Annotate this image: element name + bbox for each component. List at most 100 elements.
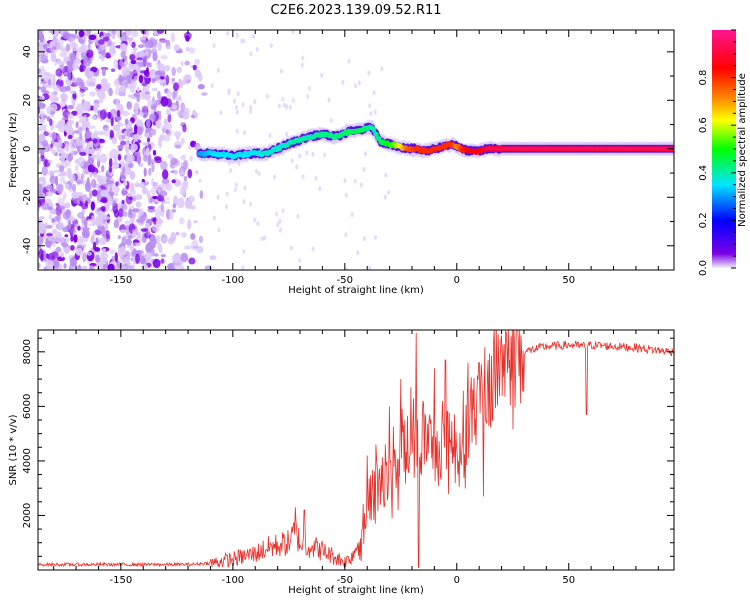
noise-blob (42, 143, 51, 153)
noise-blob (54, 175, 59, 186)
noise-blob (38, 106, 41, 115)
trace-peak (605, 147, 608, 150)
noise-blob (70, 245, 75, 251)
trace-peak (599, 147, 603, 150)
y-tick-label: 6000 (22, 394, 33, 419)
trace-peak (583, 147, 587, 150)
noise-blob (144, 252, 153, 260)
noise-blob (160, 160, 168, 171)
noise-blob (357, 80, 361, 86)
noise-blob (135, 201, 142, 208)
noise-blob (158, 137, 162, 148)
noise-blob (212, 215, 216, 221)
noise-blob (49, 73, 58, 77)
noise-blob (91, 81, 96, 88)
noise-blob (88, 34, 97, 41)
noise-blob (174, 144, 181, 149)
trace-peak (581, 147, 584, 150)
noise-blob (171, 66, 176, 77)
noise-blob (266, 93, 269, 99)
noise-blob (301, 55, 305, 61)
noise-blob (151, 87, 158, 92)
noise-blob (73, 234, 78, 243)
noise-blob (369, 111, 373, 117)
noise-blob (57, 197, 65, 205)
noise-blob (163, 134, 171, 142)
noise-blob (236, 91, 240, 97)
noise-blob (344, 232, 348, 238)
noise-blob (104, 221, 109, 231)
noise-blob (122, 32, 127, 36)
noise-blob (89, 218, 95, 223)
trace-peak (610, 147, 613, 150)
noise-blob (164, 183, 173, 191)
noise-blob (111, 68, 116, 72)
noise-blob (156, 61, 161, 67)
noise-blob (123, 55, 128, 62)
noise-blob (145, 30, 150, 36)
noise-blob (65, 43, 71, 52)
noise-blob (45, 198, 52, 204)
noise-blob (147, 230, 151, 236)
noise-blob (161, 178, 170, 185)
trace-peak (543, 147, 546, 150)
noise-blob (134, 150, 141, 157)
spectrogram-marks (38, 30, 674, 270)
noise-blob (82, 229, 90, 239)
noise-blob (71, 183, 77, 193)
noise-blob (95, 147, 100, 152)
noise-blob (75, 121, 79, 129)
noise-blob (383, 194, 387, 200)
colorbar-tick-label: 0.4 (698, 165, 709, 181)
noise-blob (134, 118, 143, 127)
x-tick-label: -100 (221, 575, 244, 586)
noise-blob (138, 74, 144, 84)
noise-blob (98, 139, 106, 144)
noise-blob (154, 182, 159, 191)
trace-peak (597, 147, 600, 150)
noise-blob (49, 118, 53, 126)
noise-blob (83, 55, 88, 63)
noise-blob (92, 172, 98, 176)
noise-blob (128, 196, 134, 201)
noise-blob (107, 111, 112, 119)
noise-blob (163, 118, 168, 126)
noise-blob (235, 128, 239, 134)
noise-blob (50, 143, 54, 149)
noise-blob (345, 267, 348, 270)
noise-blob (147, 154, 152, 166)
noise-blob (134, 108, 139, 116)
noise-blob (216, 67, 220, 73)
colorbar-label: Normalized spectral amplitude (737, 73, 748, 227)
trace-peak (562, 147, 565, 150)
noise-blob (136, 231, 142, 239)
noise-blob (350, 212, 354, 218)
noise-blob (99, 96, 104, 104)
noise-blob (241, 265, 245, 270)
noise-blob (368, 103, 372, 109)
noise-blob (155, 208, 161, 219)
noise-blob (101, 78, 108, 84)
noise-blob (139, 207, 144, 217)
x-tick-label: -150 (110, 275, 133, 286)
noise-blob (85, 78, 93, 87)
noise-blob (136, 218, 141, 223)
noise-blob (269, 43, 273, 49)
noise-blob (82, 100, 91, 112)
noise-blob (50, 51, 57, 62)
noise-blob (41, 202, 50, 211)
noise-blob (120, 43, 128, 52)
noise-blob (96, 174, 102, 183)
noise-blob (44, 72, 52, 81)
noise-blob (95, 104, 100, 108)
noise-blob (67, 134, 73, 140)
snr-plot-area (38, 330, 674, 570)
noise-blob (151, 162, 155, 173)
noise-blob (384, 172, 388, 178)
trace-peak (497, 147, 501, 150)
x-tick-label: -150 (110, 575, 133, 586)
trace-peak (594, 147, 597, 150)
noise-blob (60, 252, 64, 258)
noise-blob (166, 45, 171, 50)
noise-blob (120, 140, 127, 146)
